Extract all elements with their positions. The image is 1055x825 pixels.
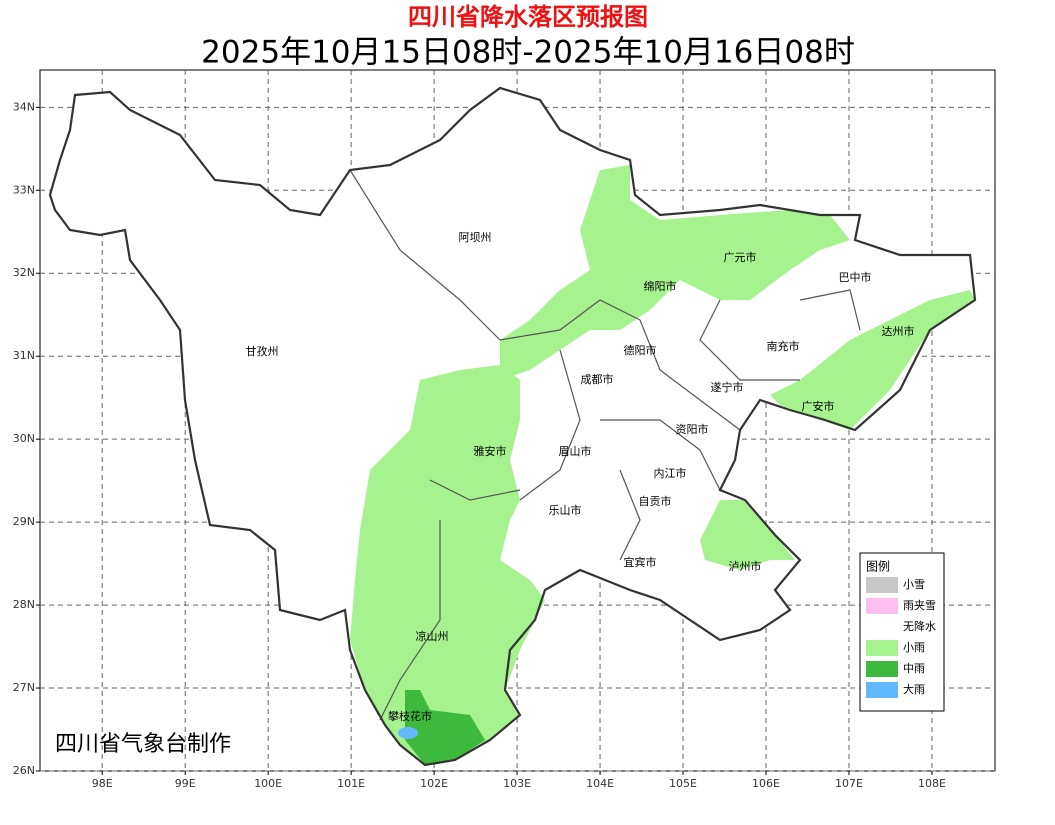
city-label: 绵阳市: [644, 279, 677, 293]
legend-swatch: [866, 619, 898, 635]
city-label: 内江市: [654, 466, 687, 480]
legend-swatch: [866, 577, 898, 593]
prefecture-boundary: [349, 169, 861, 721]
legend-swatch: [866, 661, 898, 677]
city-label: 凉山州: [416, 629, 449, 643]
city-label: 甘孜州: [246, 344, 279, 358]
legend-swatch: [866, 682, 898, 698]
city-label: 宜宾市: [624, 555, 657, 569]
city-label: 遂宁市: [711, 380, 744, 394]
credit: 四川省气象台制作: [55, 732, 231, 757]
city-label: 眉山市: [559, 444, 592, 458]
x-tick-label: 101E: [337, 777, 365, 790]
legend-swatch: [866, 640, 898, 656]
city-label: 德阳市: [624, 343, 657, 357]
legend-swatch: [866, 598, 898, 614]
y-tick-label: 32N: [13, 266, 35, 279]
city-label: 攀枝花市: [388, 709, 432, 723]
y-tick-label: 28N: [13, 598, 35, 611]
city-label: 巴中市: [839, 270, 872, 284]
x-tick-label: 104E: [586, 777, 614, 790]
legend-label: 小雨: [903, 641, 925, 654]
legend-label: 小雪: [903, 578, 925, 591]
light-rain-area: [500, 165, 850, 380]
y-tick-label: 33N: [13, 183, 35, 196]
city-label: 自贡市: [639, 494, 672, 508]
x-tick-label: 98E: [92, 777, 113, 790]
city-label: 广元市: [724, 250, 757, 264]
city-label: 广安市: [802, 399, 835, 413]
x-tick-label: 100E: [254, 777, 282, 790]
legend-label: 大雨: [903, 682, 925, 696]
legend-label: 无降水: [903, 619, 936, 633]
x-tick-label: 105E: [669, 777, 697, 790]
light-rain-area: [770, 290, 975, 430]
x-tick-label: 102E: [420, 777, 448, 790]
x-tick-label: 103E: [503, 777, 531, 790]
heavy-rain-area: [398, 727, 418, 739]
city-label: 雅安市: [474, 444, 507, 458]
city-label: 达州市: [882, 324, 915, 338]
y-tick-label: 26N: [13, 764, 35, 777]
x-tick-label: 108E: [918, 777, 946, 790]
city-label: 南充市: [767, 339, 800, 353]
moderate-rain-area: [405, 690, 485, 765]
y-tick-label: 31N: [13, 349, 35, 362]
province-boundary: [48, 86, 977, 767]
light-rain-area: [700, 500, 795, 570]
city-label: 资阳市: [676, 422, 709, 436]
title: 四川省降水落区预报图: [408, 3, 648, 31]
x-tick-label: 99E: [175, 777, 196, 790]
legend-title: 图例: [866, 560, 890, 574]
city-label: 泸州市: [729, 559, 762, 573]
y-tick-label: 30N: [13, 432, 35, 445]
x-tick-label: 107E: [835, 777, 863, 790]
city-label: 阿坝州: [459, 230, 492, 244]
light-rain-area: [350, 365, 545, 765]
subtitle: 2025年10月15日08时-2025年10月16日08时: [201, 35, 855, 71]
legend-label: 雨夹雪: [903, 599, 936, 612]
y-tick-label: 27N: [13, 681, 35, 694]
y-tick-label: 29N: [13, 515, 35, 528]
city-label: 乐山市: [549, 503, 582, 517]
city-label: 成都市: [581, 372, 614, 386]
legend-label: 中雨: [903, 662, 925, 675]
x-tick-label: 106E: [752, 777, 780, 790]
y-tick-label: 34N: [13, 100, 35, 113]
